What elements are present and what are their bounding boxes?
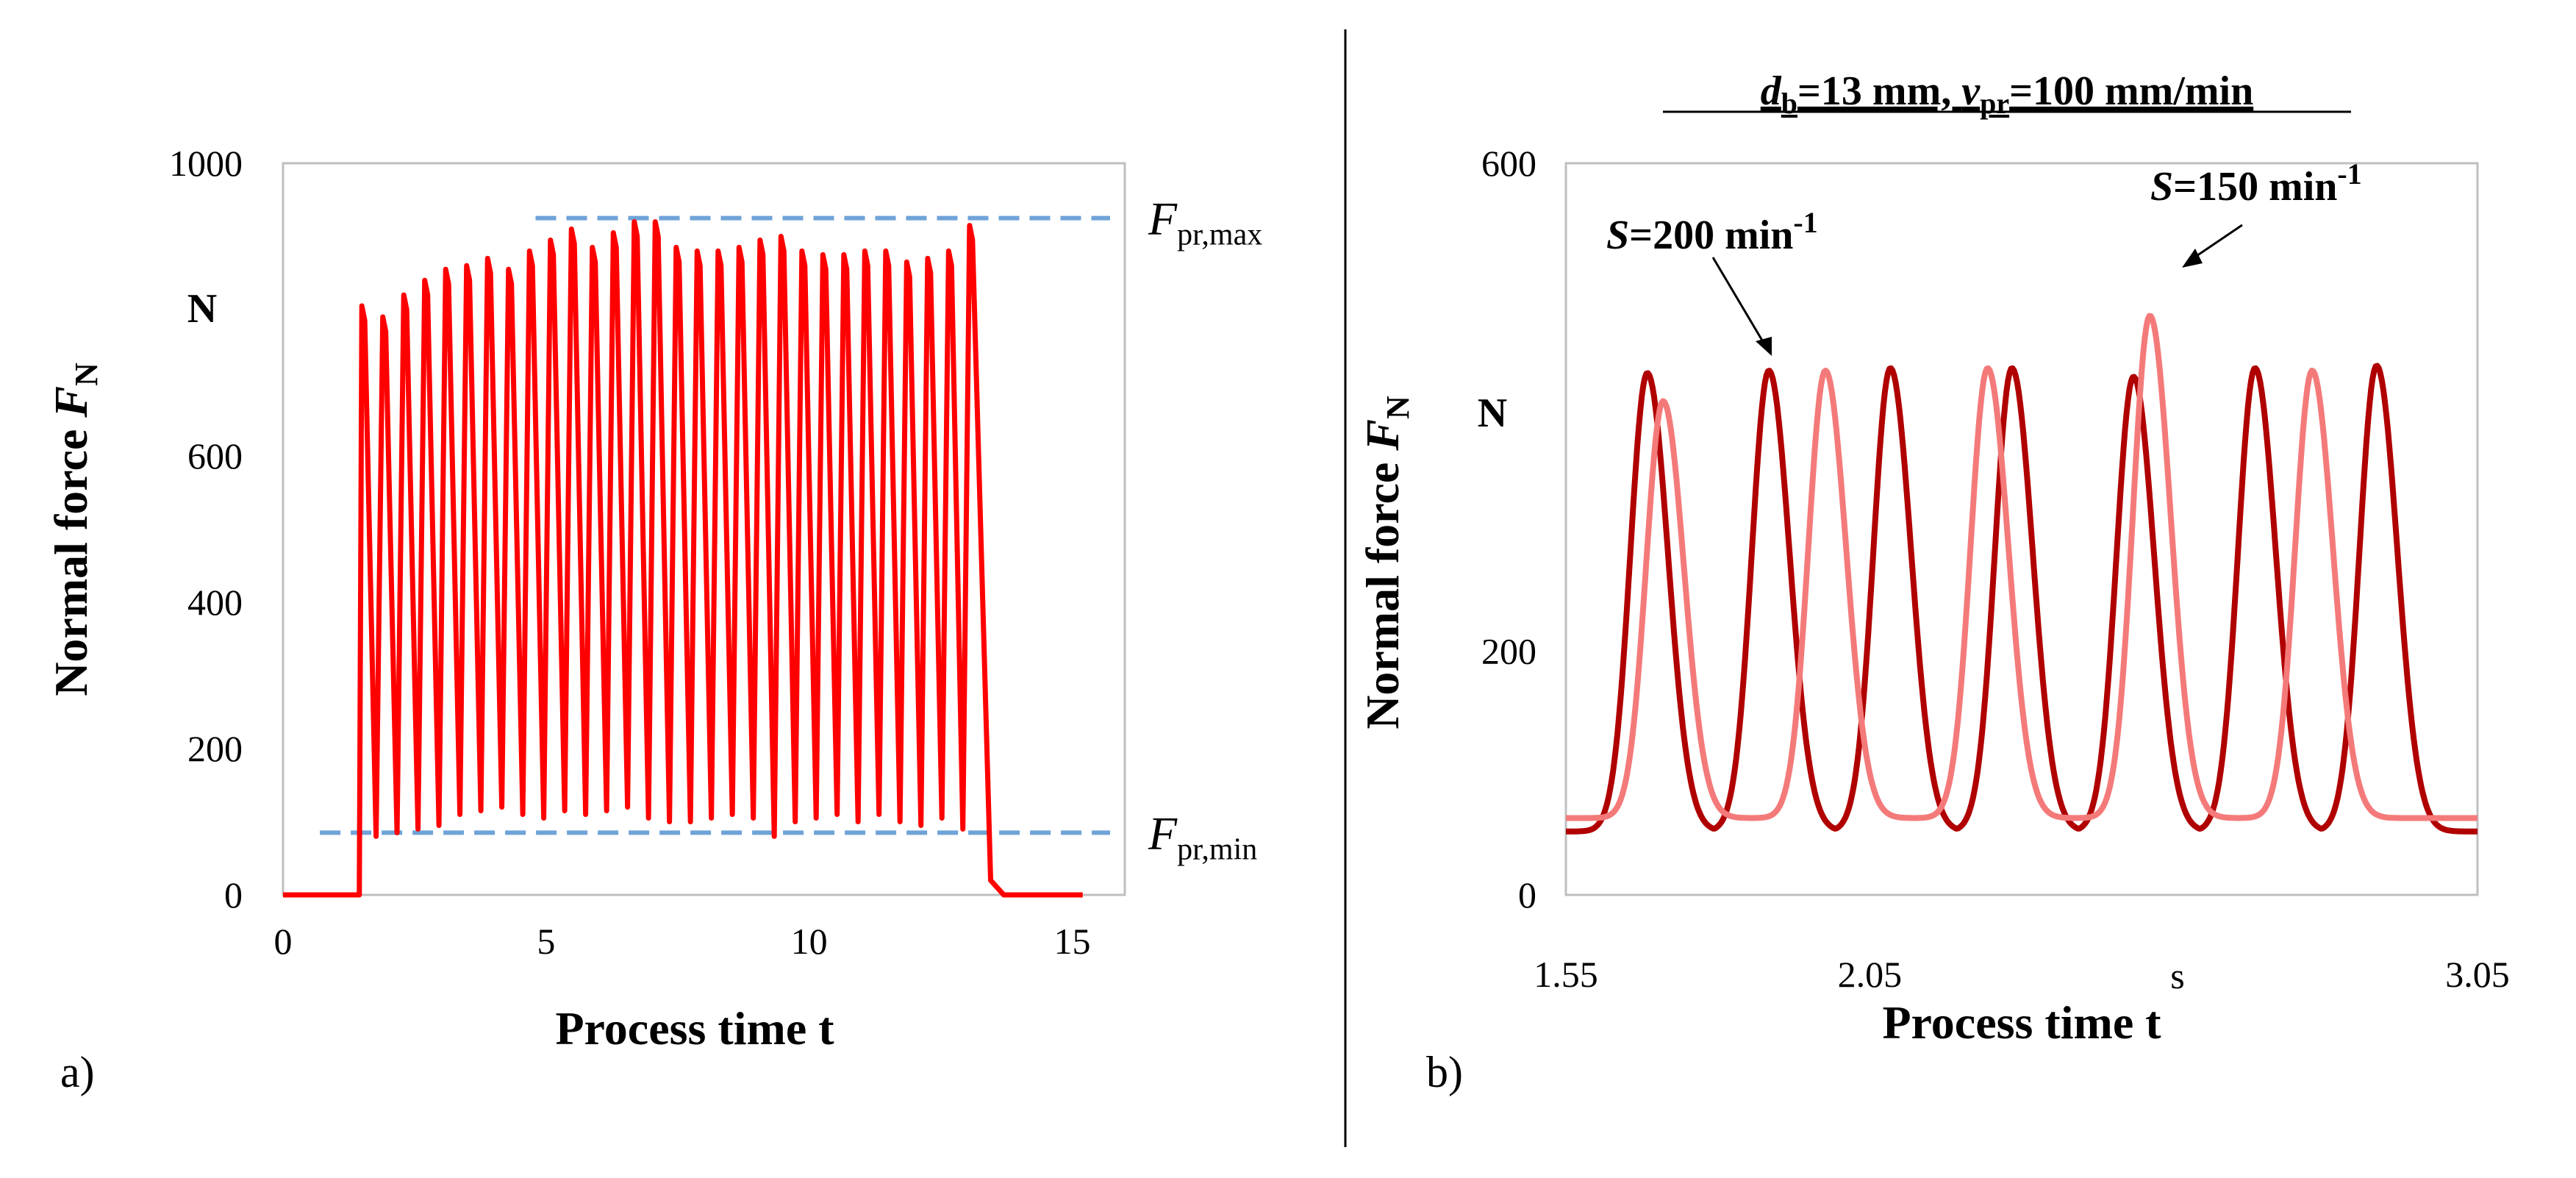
x-tick-label-a: 15 (1053, 921, 1090, 962)
panel-a: 0 200 400 600 1000 0 5 10 15 Fpr,max Fpr,min Nor… (45, 143, 1262, 1096)
series-line-normal-force (283, 219, 1083, 898)
y-axis-label-b: Normal force FN (1356, 396, 1416, 729)
x-tick-label-b: 3.05 (2445, 954, 2510, 995)
x-tick-label-a: 5 (537, 921, 555, 962)
annotation-s150: S=150 min-1 (2150, 157, 2362, 210)
annotation-s200: S=200 min-1 (1606, 206, 1818, 258)
x-axis-label-a: Process time t (555, 1002, 834, 1054)
series-line-s150 (1564, 313, 2479, 821)
y-axis-label-a: Normal force FN (45, 363, 104, 696)
y-tick-label-b: 0 (1518, 874, 1536, 915)
annotation-arrow-s150 (2192, 224, 2243, 260)
x-tick-label-a: 10 (791, 921, 828, 962)
y-tick-label-a: 600 (187, 435, 243, 476)
annotation-arrow-s200 (1711, 257, 1766, 345)
y-tick-label-b: 600 (1481, 143, 1536, 184)
y-tick-label-b: 200 (1481, 630, 1536, 671)
series-line-s200 (1564, 363, 2479, 835)
panel-label-a: a) (60, 1048, 95, 1096)
plot-b-frame (1564, 162, 2479, 896)
y-unit-b: N (1478, 390, 1507, 436)
y-tick-label-a: 400 (187, 582, 243, 623)
y-tick-label-a: 0 (224, 874, 243, 915)
x-tick-label-a: 0 (274, 921, 293, 962)
x-unit-b: s (2170, 955, 2184, 996)
x-tick-label-b: 2.05 (1838, 954, 1903, 995)
annotation-arrowhead-s200 (1756, 337, 1772, 356)
plot-a-frame (282, 162, 1126, 896)
reference-label-fmax: Fpr,max (1148, 193, 1262, 252)
panel-label-b: b) (1426, 1048, 1463, 1096)
reference-label-fmin: Fpr,min (1148, 807, 1257, 866)
x-axis-label-b: Process time t (1882, 996, 2161, 1049)
annotation-arrowhead-s150 (2182, 249, 2203, 268)
y-tick-label-a: 200 (187, 728, 243, 769)
y-tick-label-a: 1000 (169, 143, 243, 184)
x-tick-label-b: 1.55 (1534, 954, 1598, 995)
y-unit-a: N (187, 286, 217, 332)
chart-title-b: db=13 mm, vpr=100 mm/min (1761, 68, 2253, 120)
panel-b: 0 200 600 1.55 2.05 3.05 db=13 mm, vpr=100 m… (1356, 68, 2510, 1096)
